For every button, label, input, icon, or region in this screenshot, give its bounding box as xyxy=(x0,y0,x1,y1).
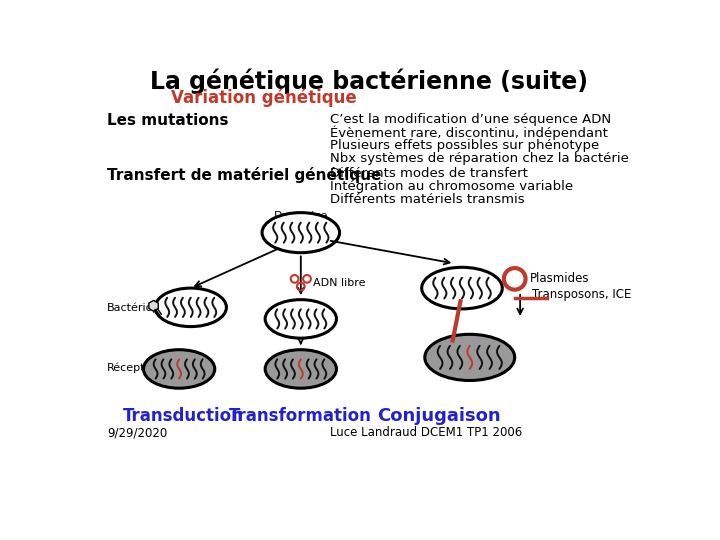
Text: Intégration au chromosome variable: Intégration au chromosome variable xyxy=(330,180,573,193)
Text: Conjugaison: Conjugaison xyxy=(377,407,500,425)
Ellipse shape xyxy=(265,350,336,388)
Text: Réceptrices: Réceptrices xyxy=(107,362,172,373)
Text: Bactériophage: Bactériophage xyxy=(107,302,189,313)
Ellipse shape xyxy=(143,350,215,388)
Text: La génétique bactérienne (suite): La génétique bactérienne (suite) xyxy=(150,69,588,94)
Ellipse shape xyxy=(425,334,515,381)
Text: Plasmides: Plasmides xyxy=(530,272,590,285)
Ellipse shape xyxy=(265,300,336,338)
Text: ADN libre: ADN libre xyxy=(313,278,366,288)
Text: Transformation: Transformation xyxy=(230,407,372,425)
Ellipse shape xyxy=(155,288,226,327)
Text: Évènement rare, discontinu, indépendant: Évènement rare, discontinu, indépendant xyxy=(330,126,608,140)
Text: Différents matériels transmis: Différents matériels transmis xyxy=(330,193,525,206)
Text: Transfert de matériel génétique: Transfert de matériel génétique xyxy=(107,167,382,183)
Text: 9/29/2020: 9/29/2020 xyxy=(107,427,167,440)
Text: Transduction: Transduction xyxy=(122,407,243,425)
Text: Les mutations: Les mutations xyxy=(107,112,228,127)
Ellipse shape xyxy=(262,213,340,253)
Text: Luce Landraud DCEM1 TP1 2006: Luce Landraud DCEM1 TP1 2006 xyxy=(330,427,523,440)
Text: Variation génétique: Variation génétique xyxy=(171,89,357,107)
Text: Transposons, ICE: Transposons, ICE xyxy=(532,288,631,301)
Text: Plusieurs effets possibles sur phénotype: Plusieurs effets possibles sur phénotype xyxy=(330,139,600,152)
Ellipse shape xyxy=(422,267,503,309)
Text: Nbx systèmes de réparation chez la bactérie: Nbx systèmes de réparation chez la bacté… xyxy=(330,152,629,165)
Text: C’est la modification d’une séquence ADN: C’est la modification d’une séquence ADN xyxy=(330,112,611,125)
Text: Différents modes de transfert: Différents modes de transfert xyxy=(330,167,528,180)
Text: Donatrice: Donatrice xyxy=(274,211,328,221)
